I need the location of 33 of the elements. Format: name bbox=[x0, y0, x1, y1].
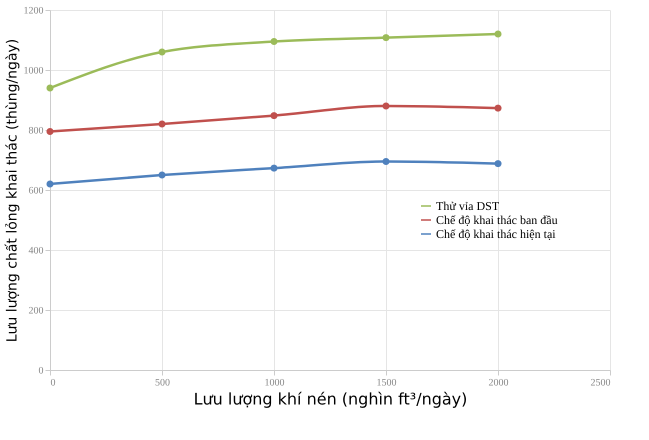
y-tick-label: 200 bbox=[28, 306, 44, 316]
y-tick-label: 1200 bbox=[24, 6, 44, 16]
point bbox=[494, 104, 502, 112]
x-tick-label: 0 bbox=[50, 378, 56, 388]
y-tick-label: 600 bbox=[28, 186, 44, 196]
point bbox=[158, 48, 166, 56]
point bbox=[158, 171, 166, 179]
legend-label: Thử vỉa DST bbox=[436, 199, 500, 213]
y-tick-label: 1000 bbox=[24, 66, 44, 76]
point bbox=[158, 120, 166, 128]
y-tick-label: 0 bbox=[38, 366, 44, 376]
point bbox=[46, 84, 54, 92]
point bbox=[270, 164, 278, 172]
point bbox=[382, 158, 390, 166]
legend-label: Chế độ khai thác ban đầu bbox=[436, 213, 558, 227]
legend-label: Chế độ khai thác hiện tại bbox=[436, 227, 556, 241]
y-tick-label: 800 bbox=[28, 126, 44, 136]
point bbox=[270, 112, 278, 120]
x-tick-label: 2500 bbox=[590, 378, 610, 388]
point bbox=[382, 102, 390, 110]
point bbox=[382, 34, 390, 42]
point bbox=[494, 30, 502, 38]
point bbox=[494, 160, 502, 168]
x-tick-label: 1000 bbox=[264, 378, 284, 388]
y-axis-title: Lưu lượng chất lỏng khai thác (thùng/ngày) bbox=[4, 38, 20, 342]
x-axis-title: Lưu lượng khí nén (nghìn ft³/ngày) bbox=[194, 390, 468, 408]
x-tick-label: 2000 bbox=[488, 378, 508, 388]
x-tick-label: 500 bbox=[155, 378, 170, 388]
point bbox=[46, 180, 54, 188]
point bbox=[270, 38, 278, 46]
x-tick-label: 1500 bbox=[376, 378, 396, 388]
y-tick-label: 400 bbox=[28, 246, 44, 256]
point bbox=[46, 128, 54, 136]
